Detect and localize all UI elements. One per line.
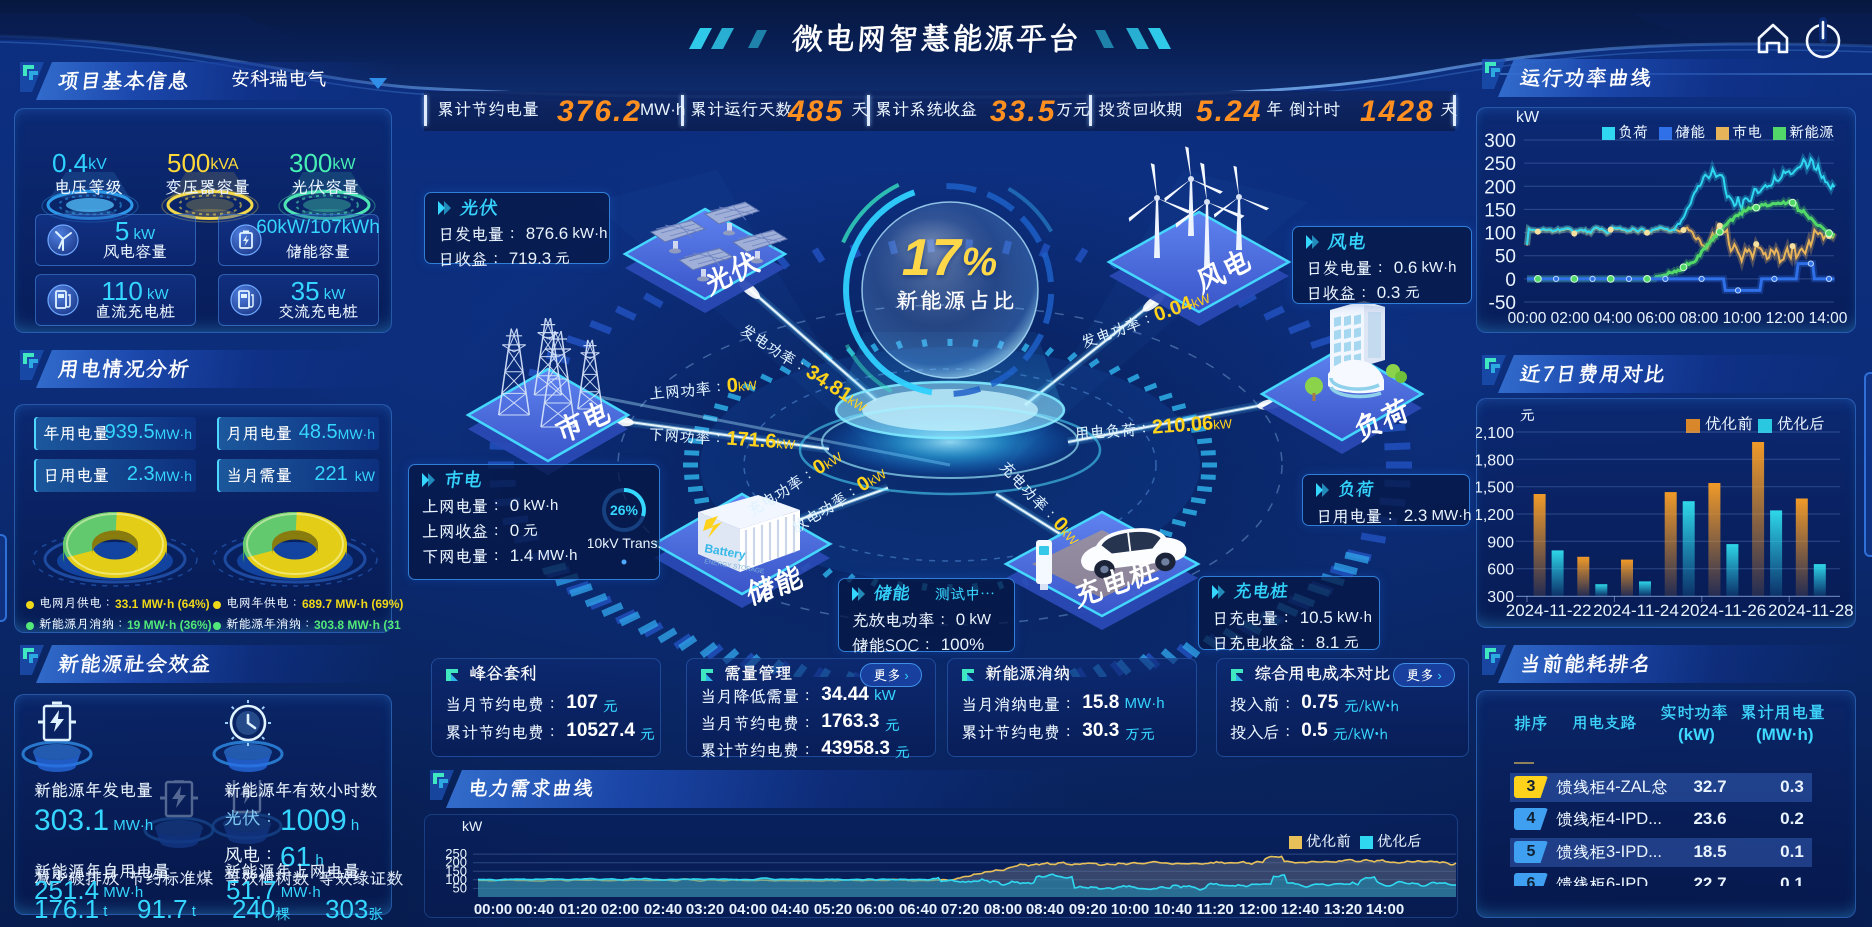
- svg-text:2024-11-24: 2024-11-24: [1593, 601, 1679, 620]
- svg-text:50: 50: [1495, 247, 1516, 268]
- svg-text:100: 100: [445, 872, 467, 887]
- svg-text:2024-11-22: 2024-11-22: [1506, 601, 1592, 620]
- svg-text:26%: 26%: [610, 502, 639, 518]
- svg-text:2024-11-28: 2024-11-28: [1768, 601, 1854, 620]
- svg-text:14:00: 14:00: [1809, 310, 1848, 327]
- svg-text:1,800: 1,800: [1476, 452, 1514, 469]
- svg-text:300: 300: [1484, 131, 1516, 152]
- svg-text:02:00: 02:00: [1551, 310, 1590, 327]
- svg-text:250: 250: [1484, 154, 1516, 175]
- svg-text:100: 100: [1484, 224, 1516, 245]
- svg-text:1,200: 1,200: [1476, 507, 1514, 524]
- svg-text:04:00: 04:00: [1594, 310, 1633, 327]
- svg-text:1,500: 1,500: [1476, 480, 1514, 497]
- svg-text:200: 200: [1484, 177, 1516, 198]
- svg-text:150: 150: [1484, 200, 1516, 221]
- svg-text:50: 50: [453, 880, 467, 895]
- svg-text:-50: -50: [1489, 293, 1516, 314]
- svg-text:300: 300: [1487, 589, 1514, 606]
- svg-text:10:00: 10:00: [1723, 310, 1762, 327]
- svg-text:200: 200: [445, 855, 467, 870]
- svg-text:600: 600: [1487, 562, 1514, 579]
- svg-text:150: 150: [445, 863, 467, 878]
- svg-text:900: 900: [1487, 534, 1514, 551]
- svg-text:00:00: 00:00: [1508, 310, 1547, 327]
- svg-text:0: 0: [1505, 270, 1516, 291]
- svg-text:12:00: 12:00: [1766, 310, 1805, 327]
- svg-text:06:00: 06:00: [1637, 310, 1676, 327]
- svg-text:10kV Trans.: 10kV Trans.: [588, 535, 661, 551]
- svg-text:2024-11-26: 2024-11-26: [1681, 601, 1767, 620]
- svg-text:08:00: 08:00: [1680, 310, 1719, 327]
- svg-text:250: 250: [445, 846, 467, 861]
- svg-text:2,100: 2,100: [1476, 425, 1514, 442]
